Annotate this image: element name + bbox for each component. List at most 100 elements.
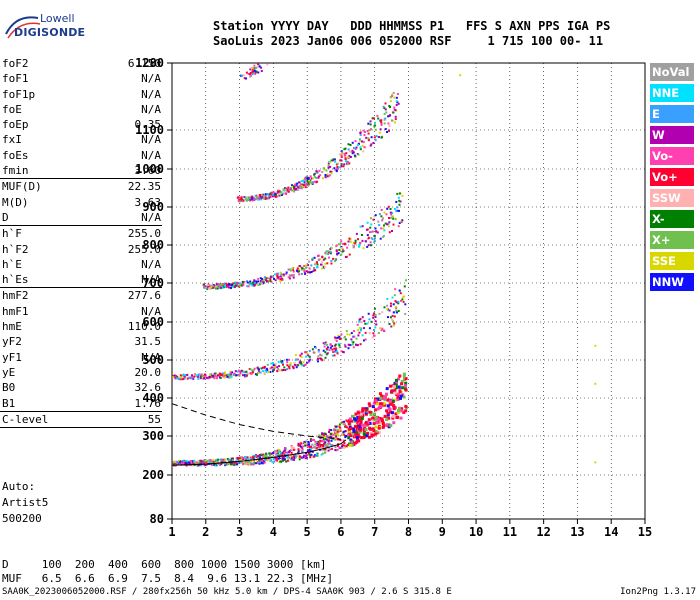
echo-point: [232, 372, 235, 375]
echo-point: [388, 231, 391, 234]
echo-point: [301, 364, 304, 367]
echo-point: [182, 378, 184, 381]
echo-point: [185, 464, 188, 467]
echo-point: [344, 345, 347, 348]
echo-point: [391, 230, 393, 232]
echo-point: [255, 196, 258, 199]
echo-point: [231, 371, 233, 374]
echo-point: [188, 462, 191, 465]
echo-point: [378, 213, 381, 216]
echo-point: [260, 66, 263, 69]
echo-point: [308, 267, 311, 270]
echo-point: [310, 182, 313, 185]
legend-entry: Vo-: [650, 147, 694, 165]
param-label: fxI: [2, 133, 22, 147]
echo-point: [402, 300, 405, 303]
echo-point: [374, 326, 377, 329]
echo-point: [223, 460, 226, 462]
param-value: 255.0: [127, 227, 161, 241]
echo-point: [240, 461, 243, 464]
echo-point: [293, 188, 296, 191]
echo-point: [302, 178, 305, 181]
echo-point: [215, 286, 217, 289]
echo-point: [286, 361, 289, 364]
echo-point: [382, 424, 386, 428]
echo-point: [308, 179, 311, 182]
echo-point: [270, 459, 273, 462]
echo-point: [381, 422, 385, 426]
echo-point: [367, 244, 370, 247]
echo-point: [357, 334, 360, 337]
echo-point: [255, 456, 258, 459]
echo-point: [313, 256, 316, 259]
echo-point: [345, 435, 347, 437]
echo-point: [329, 448, 332, 451]
echo-point: [312, 269, 315, 272]
echo-point: [323, 445, 326, 448]
echo-point: [359, 146, 362, 149]
echo-point: [391, 119, 394, 122]
echo-point: [172, 376, 175, 378]
echo-point: [303, 181, 306, 184]
echo-point: [370, 143, 373, 146]
echo-point: [397, 302, 400, 305]
echo-point: [272, 193, 275, 196]
echo-point: [269, 192, 272, 195]
echo-point: [323, 432, 326, 435]
echo-point: [344, 147, 347, 150]
echo-point: [371, 230, 374, 233]
echo-point: [202, 377, 205, 380]
echo-point: [337, 434, 340, 437]
echo-point: [364, 421, 368, 425]
echo-point: [230, 375, 233, 378]
echo-point: [217, 284, 220, 287]
param-label: yF1: [2, 350, 22, 364]
echo-point: [402, 374, 406, 378]
echo-point: [329, 436, 331, 439]
echo-point: [229, 370, 232, 373]
echo-point: [386, 308, 389, 310]
echo-point: [279, 192, 282, 195]
echo-point: [207, 286, 210, 288]
echo-point: [319, 434, 322, 437]
echo-point: [222, 283, 225, 285]
echo-point: [256, 366, 259, 369]
echo-point: [250, 372, 253, 375]
echo-point: [310, 453, 313, 456]
echo-point: [231, 462, 234, 465]
echo-point: [329, 251, 332, 253]
echo-point: [363, 423, 367, 427]
param-row: yF2 31.5: [0, 334, 164, 349]
echo-point: [205, 376, 208, 379]
echo-point: [265, 277, 268, 280]
echo-point: [314, 440, 317, 443]
echo-point: [203, 373, 206, 376]
param-value: N/A: [141, 350, 161, 364]
echo-point: [315, 176, 318, 179]
echo-point: [290, 457, 293, 460]
echo-point: [403, 285, 406, 288]
echo-point: [226, 284, 228, 287]
echo-point: [388, 129, 390, 132]
echo-point: [367, 122, 370, 125]
param-value: N/A: [141, 257, 161, 271]
echo-point: [254, 373, 257, 376]
echo-point: [349, 427, 353, 431]
echo-point: [389, 424, 393, 428]
echo-point: [373, 418, 377, 422]
echo-point: [348, 155, 351, 158]
param-value: 110.0: [127, 320, 161, 334]
echo-point: [321, 449, 324, 452]
echo-point: [220, 458, 223, 461]
echo-point: [275, 452, 278, 455]
echo-point: [325, 443, 328, 446]
echo-point: [399, 416, 403, 420]
echo-point: [242, 74, 245, 77]
echo-point: [327, 440, 330, 443]
echo-point: [268, 195, 271, 198]
echo-point: [340, 333, 343, 336]
echo-point: [249, 75, 252, 78]
echo-point: [281, 369, 284, 372]
echo-point: [389, 399, 392, 403]
echo-point: [369, 431, 373, 435]
